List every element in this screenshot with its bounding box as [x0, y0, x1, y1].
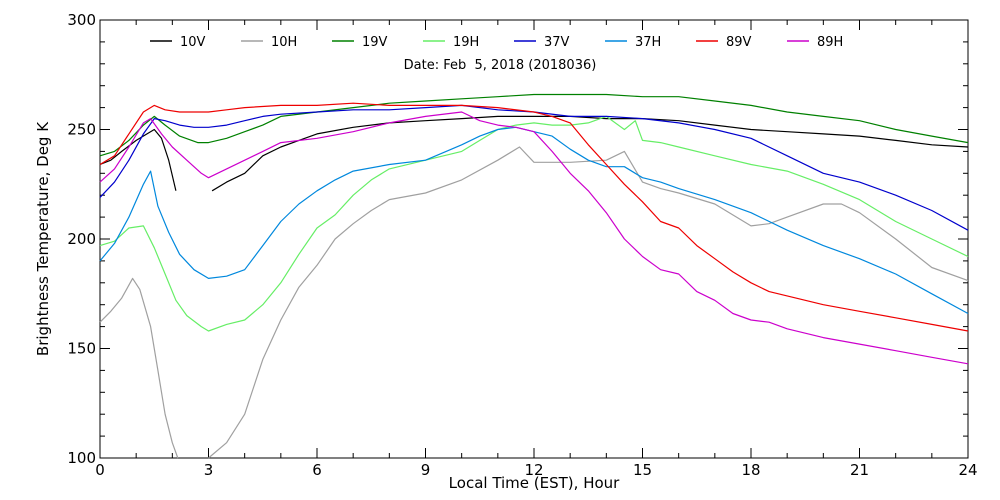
series-line-37v — [99, 104, 969, 231]
x-tick-label: 24 — [958, 461, 977, 479]
series-line-10h — [208, 146, 969, 459]
y-axis-label: Brightness Temperature, Deg K — [34, 121, 52, 356]
y-tick-label: 250 — [67, 121, 96, 139]
x-tick-label: 15 — [633, 461, 652, 479]
series-line-10v — [99, 128, 177, 191]
chart-subtitle: Date: Feb 5, 2018 (2018036) — [404, 58, 597, 73]
x-tick-label: 6 — [312, 461, 322, 479]
legend-label-10h: 10H — [271, 35, 297, 50]
x-tick-label: 18 — [741, 461, 760, 479]
x-tick-label: 21 — [850, 461, 869, 479]
y-tick-label: 150 — [67, 340, 96, 358]
x-tick-label: 0 — [95, 461, 105, 479]
axis-ticks — [99, 19, 969, 459]
series-line-19v — [99, 93, 969, 157]
plot-frame — [99, 19, 969, 459]
x-tick-label: 3 — [204, 461, 214, 479]
legend-label-89v: 89V — [726, 35, 752, 50]
series-line-89v — [99, 102, 969, 332]
legend: 10V 10H 19V 19H 37V 37H 89V 89H — [150, 35, 843, 50]
series-line-89h — [99, 111, 969, 365]
legend-label-37h: 37H — [635, 35, 661, 50]
x-tick-label: 12 — [524, 461, 543, 479]
legend-label-19h: 19H — [453, 35, 479, 50]
legend-label-89h: 89H — [817, 35, 843, 50]
y-tick-label: 100 — [67, 449, 96, 467]
legend-label-37v: 37V — [544, 35, 570, 50]
x-axis-label: Local Time (EST), Hour — [449, 474, 620, 492]
axis-tick-labels: 0 3 6 9 12 15 18 21 24 100 150 200 250 300 — [67, 11, 977, 479]
y-tick-label: 200 — [67, 230, 96, 248]
series-line-19h — [99, 115, 969, 332]
legend-label-10v: 10V — [180, 35, 206, 50]
series-line-37h — [99, 126, 969, 315]
series-line-10v — [211, 115, 969, 192]
series-line-10h — [99, 277, 179, 459]
x-tick-label: 9 — [421, 461, 431, 479]
legend-label-19v: 19V — [362, 35, 388, 50]
series-lines — [99, 93, 969, 459]
y-tick-label: 300 — [67, 11, 96, 29]
